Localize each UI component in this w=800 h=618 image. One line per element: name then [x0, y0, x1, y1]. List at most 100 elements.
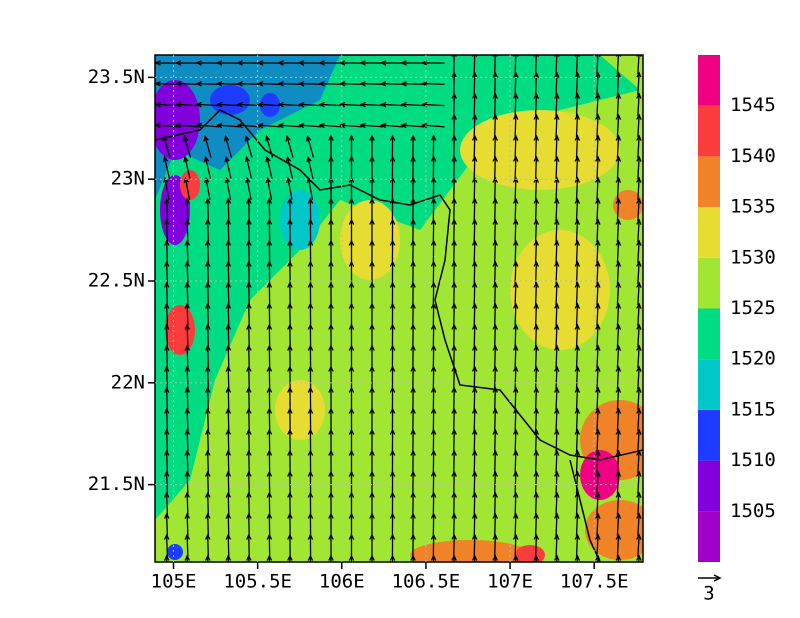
- colorbar-label: 1510: [730, 449, 776, 471]
- colorbar-bin: [698, 460, 720, 512]
- wind-arrow: [328, 470, 334, 495]
- wind-arrow: [512, 71, 519, 96]
- wind-arrow: [266, 218, 273, 243]
- wind-arrow: [615, 533, 622, 558]
- x-tick-label: 107.5E: [560, 571, 629, 593]
- wind-arrow: [225, 386, 232, 411]
- wind-arrow: [184, 491, 191, 516]
- wind-arrow: [328, 197, 334, 222]
- wind-arrow: [410, 491, 416, 516]
- wind-arrow: [298, 122, 322, 129]
- map-field: [155, 55, 643, 562]
- wind-arrow: [225, 197, 232, 222]
- wind-arrow: [216, 60, 240, 66]
- colorbar-label: 1525: [730, 297, 776, 319]
- wind-arrow: [410, 344, 416, 369]
- wind-arrow: [163, 323, 170, 348]
- wind-arrow: [430, 302, 437, 327]
- wind-arrow: [287, 512, 293, 537]
- wind-arrow: [451, 260, 457, 285]
- wind-arrow: [307, 386, 314, 411]
- wind-arrow: [163, 176, 170, 200]
- wind-arrow: [492, 449, 498, 474]
- wind-arrow: [533, 365, 540, 390]
- wind-arrow: [286, 176, 293, 200]
- wind-arrow: [328, 239, 334, 264]
- wind-arrow: [451, 428, 457, 453]
- wind-arrow: [574, 281, 581, 306]
- wind-arrow: [595, 386, 601, 411]
- wind-arrow: [595, 281, 601, 306]
- wind-arrow: [246, 323, 252, 348]
- wind-vectors: [155, 55, 642, 562]
- colorbar-label: 1505: [730, 500, 776, 522]
- wind-arrow: [574, 407, 581, 432]
- wind-arrow: [389, 407, 396, 432]
- wind-arrow: [451, 113, 457, 138]
- wind-arrow: [266, 239, 273, 264]
- wind-arrow: [225, 533, 232, 558]
- wind-arrow: [328, 449, 334, 474]
- wind-arrow: [225, 491, 232, 516]
- wind-arrow: [430, 155, 437, 180]
- wind-arrow: [184, 512, 191, 537]
- wind-arrow: [615, 491, 622, 516]
- wind-arrow: [265, 134, 274, 158]
- wind-arrow: [307, 554, 314, 562]
- wind-arrow: [615, 449, 622, 474]
- wind-arrow: [225, 428, 232, 453]
- wind-arrow: [369, 365, 375, 390]
- wind-arrow: [430, 533, 437, 558]
- wind-arrow: [615, 155, 622, 180]
- wind-arrow: [328, 554, 334, 562]
- y-tick-label: 21.5N: [88, 473, 145, 495]
- wind-arrow: [246, 365, 252, 390]
- wind-arrow: [184, 386, 191, 411]
- wind-arrow: [636, 449, 642, 474]
- wind-arrow: [533, 428, 540, 453]
- wind-arrow: [307, 470, 314, 495]
- wind-arrow: [410, 260, 416, 285]
- wind-arrow: [287, 428, 293, 453]
- wind-arrow: [348, 155, 355, 180]
- wind-arrow: [389, 386, 396, 411]
- wind-arrow: [400, 81, 425, 87]
- wind-arrow: [205, 386, 211, 411]
- wind-arrow: [389, 302, 396, 327]
- wind-arrow: [615, 323, 622, 348]
- wind-arrow: [163, 533, 170, 558]
- wind-arrow: [195, 81, 220, 87]
- wind-arrow: [184, 197, 191, 222]
- wind-arrow: [471, 92, 478, 117]
- wind-arrow: [163, 344, 170, 369]
- wind-arrow: [595, 239, 601, 264]
- wind-arrow: [410, 302, 416, 327]
- wind-arrow: [224, 155, 232, 179]
- wind-arrow: [615, 470, 622, 495]
- wind-arrow: [615, 176, 622, 201]
- wind-arrow: [224, 176, 232, 200]
- wind-arrow: [512, 113, 519, 138]
- wind-arrow: [257, 101, 281, 108]
- wind-arrow: [430, 407, 437, 432]
- wind-arrow: [306, 134, 315, 158]
- wind-arrow: [636, 365, 642, 390]
- wind-arrow: [285, 134, 294, 158]
- wind-arrow: [369, 302, 375, 327]
- wind-arrow: [471, 260, 478, 285]
- wind-arrow: [533, 260, 540, 285]
- wind-arrow: [225, 323, 232, 348]
- wind-arrow: [287, 239, 293, 264]
- wind-arrow: [246, 281, 252, 306]
- wind-arrow: [400, 60, 425, 66]
- wind-arrow: [451, 470, 457, 495]
- wind-arrow: [512, 218, 519, 243]
- wind-arrow: [410, 197, 416, 222]
- wind-arrow: [298, 60, 322, 66]
- wind-arrow: [205, 491, 211, 516]
- wind-arrow: [348, 407, 355, 432]
- wind-arrow: [246, 554, 252, 562]
- wind-arrow: [595, 218, 601, 243]
- wind-arrow: [163, 407, 170, 432]
- wind-arrow: [451, 71, 457, 96]
